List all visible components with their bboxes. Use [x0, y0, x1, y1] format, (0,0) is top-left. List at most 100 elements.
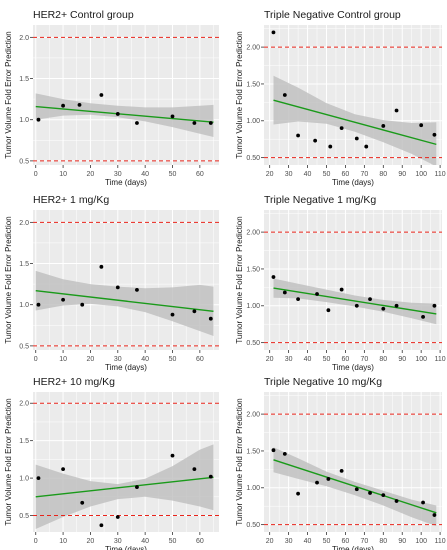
x-tick-label: 30 [285, 356, 293, 363]
data-point [326, 477, 331, 481]
x-tick-label: 100 [415, 356, 427, 363]
x-tick-label: 10 [59, 538, 67, 545]
x-tick-label: 40 [304, 171, 312, 178]
x-axis-label: Time (days) [105, 545, 147, 550]
data-point [315, 292, 319, 296]
panel-title: Triple Negative 10 mg/Kg [264, 376, 382, 388]
data-point [99, 523, 104, 528]
y-tick-label: 0.50 [246, 340, 260, 347]
data-point [282, 290, 287, 295]
x-tick-label: 30 [114, 171, 122, 178]
data-point [271, 448, 276, 453]
data-point [192, 467, 197, 472]
data-point [354, 303, 359, 308]
data-point [208, 316, 213, 321]
x-tick-label: 100 [415, 538, 427, 545]
y-tick-label: 1.5 [19, 261, 29, 268]
x-axis-label: Time (days) [105, 178, 147, 187]
y-tick-label: 0.5 [19, 158, 29, 165]
plot-data-layer [264, 30, 442, 165]
panel-title: HER2+ Control group [33, 9, 134, 21]
y-axis-label: Tumor Volume Fold Error Prediction [4, 31, 13, 158]
data-point [328, 144, 333, 149]
data-point [61, 467, 65, 472]
data-point [296, 297, 300, 302]
x-tick-label: 10 [59, 356, 67, 363]
panel-title: Triple Negative 1 mg/Kg [264, 194, 376, 206]
y-axis-label: Tumor Volume Fold Error Prediction [4, 216, 13, 343]
plot-data-layer [33, 402, 219, 529]
x-tick-label: 40 [141, 538, 149, 545]
y-tick-label: 1.0 [19, 302, 29, 309]
plot-data-layer [33, 221, 219, 347]
panel-title: Triple Negative Control group [264, 9, 401, 21]
regression-line [273, 287, 437, 315]
data-point [432, 303, 437, 308]
x-tick-label: 90 [398, 171, 406, 178]
y-tick-label: 2.00 [246, 45, 260, 52]
x-tick-label: 0 [34, 171, 38, 178]
y-tick-label: 1.50 [246, 266, 260, 273]
x-tick-label: 40 [141, 356, 149, 363]
x-tick-label: 50 [169, 171, 177, 178]
plot-background [264, 210, 442, 350]
x-tick-label: 30 [285, 538, 293, 545]
regression-line [35, 476, 214, 498]
data-point [208, 474, 213, 479]
data-point [394, 108, 399, 113]
x-tick-label: 50 [169, 356, 177, 363]
data-point [135, 121, 139, 125]
x-tick-label: 20 [266, 356, 274, 363]
x-tick-label: 20 [87, 356, 95, 363]
data-point [354, 136, 359, 141]
x-tick-label: 70 [360, 171, 368, 178]
data-point [381, 493, 386, 498]
data-point [271, 275, 276, 279]
y-tick-label: 2.00 [246, 230, 260, 237]
y-tick-label: 1.5 [19, 76, 29, 83]
regression-line [35, 105, 214, 123]
data-point [77, 102, 82, 107]
y-tick-label: 0.5 [19, 513, 29, 520]
x-tick-label: 20 [266, 538, 274, 545]
x-tick-label: 110 [435, 171, 446, 178]
confidence-band [273, 75, 437, 165]
x-tick-label: 40 [304, 356, 312, 363]
y-axis-label: Tumor Volume Fold Error Prediction [235, 31, 244, 158]
data-point [296, 491, 300, 496]
y-tick-label: 1.00 [246, 303, 260, 310]
x-axis-label: Time (days) [332, 363, 374, 372]
data-point [381, 124, 386, 128]
x-axis-label: Time (days) [332, 545, 374, 550]
y-tick-label: 2.0 [19, 35, 29, 42]
x-tick-label: 20 [266, 171, 274, 178]
panel-title: HER2+ 1 mg/Kg [33, 194, 109, 206]
data-point [192, 309, 197, 314]
x-tick-label: 70 [360, 356, 368, 363]
y-tick-label: 1.00 [246, 485, 260, 492]
regression-line [273, 99, 437, 146]
y-tick-label: 1.50 [246, 448, 260, 455]
x-tick-label: 60 [342, 356, 350, 363]
data-point [36, 117, 41, 122]
y-axis-label: Tumor Volume Fold Error Prediction [235, 216, 244, 343]
x-tick-label: 50 [169, 538, 177, 545]
x-tick-label: 20 [87, 538, 95, 545]
x-tick-label: 110 [435, 356, 446, 363]
x-tick-label: 10 [59, 171, 67, 178]
data-point [296, 133, 300, 138]
data-point [208, 121, 213, 125]
data-point [432, 132, 437, 137]
confidence-band [35, 270, 214, 336]
x-tick-label: 0 [34, 538, 38, 545]
y-tick-label: 0.50 [246, 522, 260, 529]
data-point [394, 499, 399, 503]
data-point [115, 112, 120, 116]
data-point [381, 306, 386, 311]
data-point [368, 297, 372, 302]
y-tick-label: 1.50 [246, 81, 260, 88]
data-point [170, 114, 175, 119]
data-point [421, 314, 425, 319]
data-point [339, 126, 344, 131]
